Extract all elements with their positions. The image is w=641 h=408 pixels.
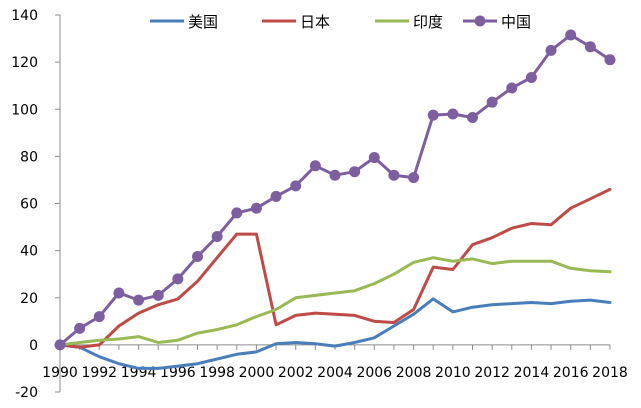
series-point	[427, 109, 439, 121]
x-tick-label: 2000	[239, 365, 275, 381]
x-tick-label: 2018	[592, 365, 628, 381]
y-tick-label: 40	[20, 244, 38, 260]
series-line-2	[58, 187, 612, 349]
series-point	[604, 54, 616, 66]
series-point	[506, 82, 518, 94]
y-tick-label: 100	[11, 102, 38, 118]
series-point	[113, 287, 125, 299]
series-point	[565, 29, 577, 41]
y-tick-label: 60	[20, 197, 38, 213]
series-point	[172, 273, 184, 285]
series-point	[408, 172, 420, 184]
y-tick-label: 120	[11, 55, 38, 71]
x-tick-label: 2004	[317, 365, 353, 381]
series-point	[54, 339, 66, 351]
legend-marker	[474, 15, 486, 27]
series-point	[329, 169, 341, 181]
series-point	[368, 152, 380, 164]
series-point	[231, 207, 243, 219]
x-tick-label: 1996	[160, 365, 196, 381]
series-point	[192, 251, 203, 263]
legend: 美国 日本 印度 中国	[150, 13, 531, 31]
series-point	[74, 322, 86, 334]
legend-label: 中国	[501, 13, 531, 31]
x-tick-label: 2010	[435, 365, 471, 381]
x-tick-label: 2008	[396, 365, 432, 381]
x-tick-label: 2014	[514, 365, 550, 381]
legend-label: 美国	[188, 13, 218, 31]
series-point	[250, 202, 262, 214]
series-point	[211, 230, 223, 242]
series-point	[270, 190, 282, 202]
series-layer	[54, 29, 616, 370]
series-point	[447, 108, 459, 120]
x-tick-label: 2016	[553, 365, 589, 381]
series-point	[290, 180, 302, 192]
x-tick-label: 2002	[278, 365, 314, 381]
series-point	[584, 41, 596, 53]
y-tick-label: 80	[20, 149, 38, 165]
series-point	[467, 111, 478, 123]
series-point	[486, 96, 498, 108]
x-tick-label: 1992	[81, 365, 117, 381]
series-point	[133, 294, 145, 306]
series-point	[388, 169, 400, 181]
legend-label: 日本	[300, 13, 330, 31]
x-tick-label: 1998	[199, 365, 235, 381]
series-point	[93, 311, 105, 323]
series-line-3	[58, 256, 612, 347]
series-point	[309, 160, 321, 172]
series-point	[525, 71, 537, 83]
series-point	[152, 289, 164, 301]
x-tick-label: 2012	[474, 365, 510, 381]
series-line-1	[58, 297, 612, 370]
x-tick-label: 2006	[356, 365, 392, 381]
legend-label: 印度	[413, 13, 443, 31]
series-point	[545, 44, 557, 56]
x-tick-label: 1990	[42, 365, 78, 381]
y-axis: -20 0 20 40 60 80 100 120 140	[11, 8, 61, 401]
series-point	[349, 166, 361, 178]
y-tick-label: -20	[15, 385, 38, 401]
y-tick-label: 0	[29, 338, 38, 354]
x-axis: 1990 1992 1994 1996 1998 2000 2002 2004 2006 2008…	[42, 344, 628, 381]
y-tick-label: 20	[20, 291, 38, 307]
y-tick-label: 140	[11, 8, 38, 24]
